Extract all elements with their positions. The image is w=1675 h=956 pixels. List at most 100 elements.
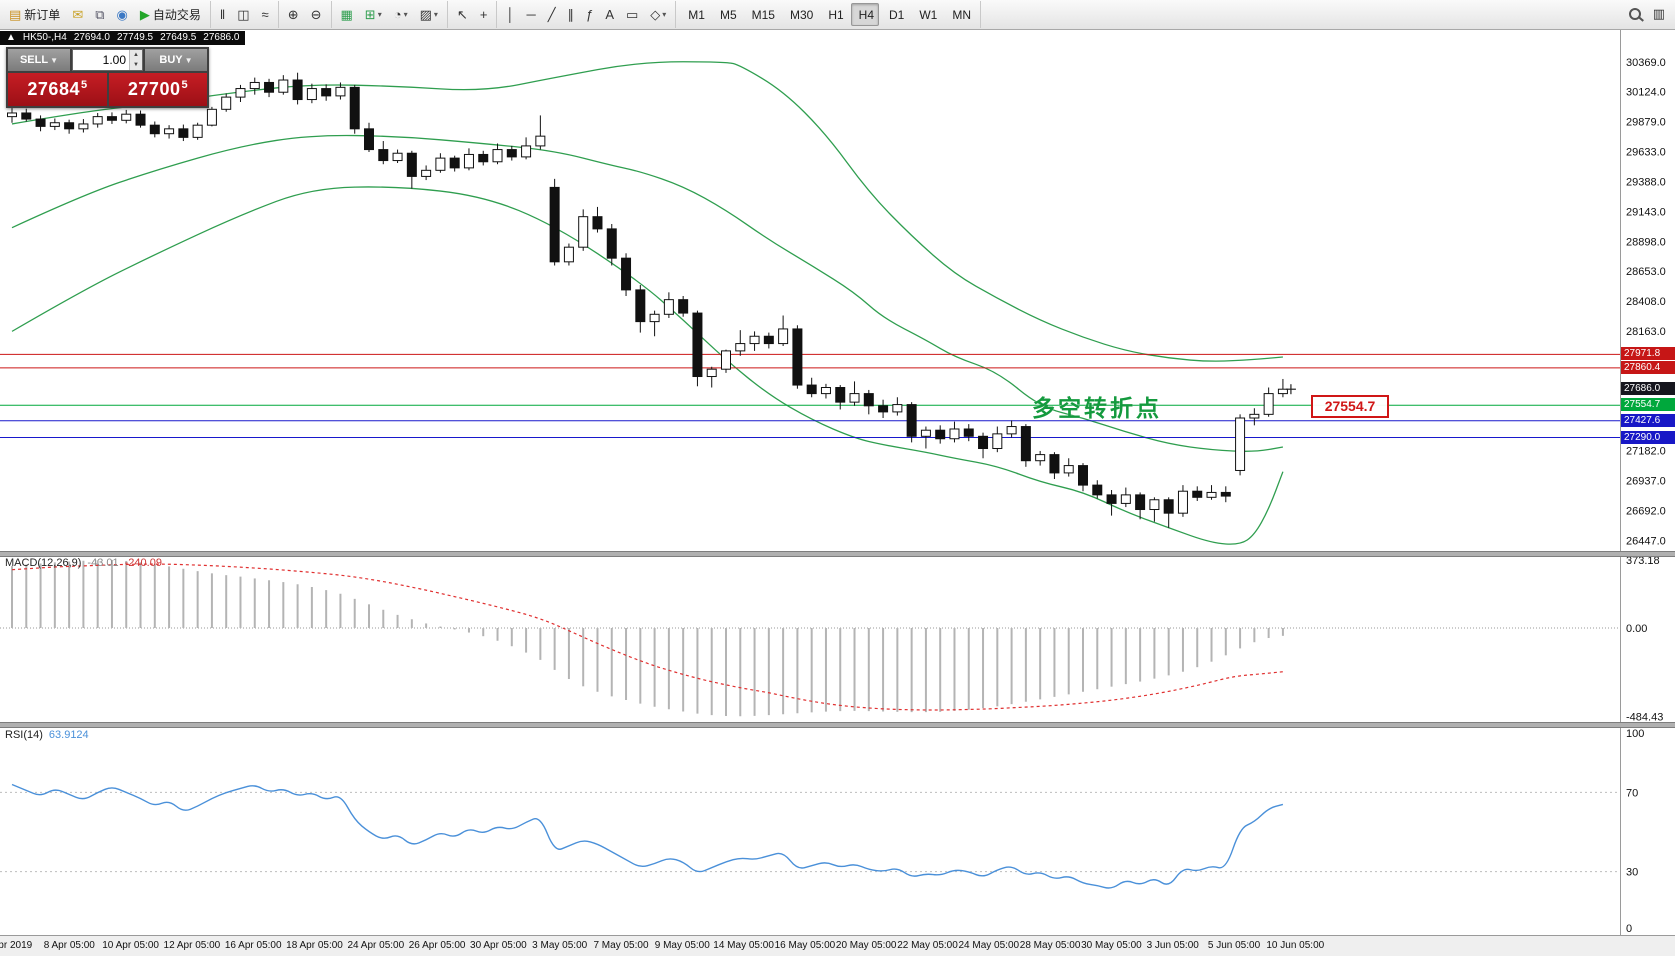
trendline-icon: ╱ — [547, 7, 556, 22]
macd-axis-label: 373.18 — [1626, 555, 1660, 567]
data-window-button[interactable]: ◉ — [112, 3, 133, 26]
price-tag-27427.6: 27427.6 — [1621, 413, 1675, 427]
time-axis-label: 20 May 05:00 — [836, 940, 897, 951]
spinner-down-icon[interactable]: ▼ — [130, 60, 142, 70]
one-click-trading-panel: SELL ▼ 1.00 ▲ ▼ BUY ▼ 27684 5 27700 5 — [6, 47, 209, 108]
tf-m1-button[interactable]: M1 — [680, 3, 710, 26]
sell-button[interactable]: 27684 5 — [8, 73, 107, 106]
zoom-in-button[interactable]: ⊕ — [283, 3, 304, 26]
time-axis-label: 16 May 05:00 — [775, 940, 836, 951]
line-chart-button[interactable]: ≈ — [257, 3, 274, 26]
price-axis-label: 29143.0 — [1626, 206, 1666, 218]
vertical-line-button[interactable]: │ — [501, 3, 519, 26]
cursor-button[interactable]: ↖ — [452, 3, 473, 26]
autotrading-button[interactable]: ▶ 自动交易 — [135, 3, 206, 26]
ohlc-low: 27649.5 — [160, 32, 197, 43]
time-axis-label: 18 Apr 05:00 — [286, 940, 343, 951]
time-axis-label: 24 May 05:00 — [958, 940, 1019, 951]
grid-button[interactable]: ▦ — [336, 3, 358, 26]
volume-input[interactable]: 1.00 ▲ ▼ — [72, 49, 143, 71]
mail-button[interactable]: ✉ — [67, 3, 88, 26]
periods-button[interactable]: ◔ ▾ — [389, 3, 413, 26]
tf-h4-button[interactable]: H4 — [850, 3, 880, 26]
tf-m30-button[interactable]: M30 — [782, 3, 818, 26]
ohlc-open: 27694.0 — [73, 32, 110, 43]
price-axis-label: 28408.0 — [1626, 296, 1666, 308]
price-tag-27554.7: 27554.7 — [1621, 398, 1675, 412]
channel-button[interactable]: ∥ — [563, 3, 580, 26]
symbol-info-bar: ▲ HK50-,H4 27694.0 27749.5 27649.5 27686… — [0, 31, 246, 45]
time-axis-label: 12 Apr 05:00 — [164, 940, 221, 951]
zoom-out-button[interactable]: ⊖ — [306, 3, 327, 26]
time-axis[interactable] — [0, 935, 1675, 956]
trendline-button[interactable]: ╱ — [543, 3, 561, 26]
sell-label: SELL — [19, 54, 49, 66]
tf-h1-button[interactable]: H1 — [820, 3, 848, 26]
time-axis-label: 28 May 05:00 — [1020, 940, 1081, 951]
label-button[interactable]: ▭ — [621, 3, 643, 26]
price-tag-27686.0: 27686.0 — [1621, 382, 1675, 396]
indicators-button[interactable]: ⊞ ▾ — [360, 3, 387, 26]
toolbar-group-zoom: ⊕ ⊖ — [279, 1, 332, 28]
macd-name: MACD(12,26,9) — [5, 557, 82, 569]
shapes-button[interactable]: ◇ ▾ — [645, 3, 671, 26]
price-callout-label: 27554.7 — [1311, 395, 1389, 418]
tf-m15-button[interactable]: M15 — [744, 3, 780, 26]
tf-m5-button[interactable]: M5 — [712, 3, 742, 26]
toolbar-group-chart-tools: ▦ ⊞ ▾ ◔ ▾ ▨ ▾ — [332, 1, 448, 28]
tf-h4-label: H4 — [858, 7, 875, 22]
candles-layer — [7, 72, 1288, 528]
price-tag-27971.8: 27971.8 — [1621, 347, 1675, 361]
time-axis-label: 7 May 05:00 — [593, 940, 648, 951]
time-axis-label: 26 Apr 05:00 — [409, 940, 466, 951]
panel-splitter-macd[interactable] — [0, 551, 1675, 557]
tf-mn-button[interactable]: MN — [944, 3, 976, 26]
horizontal-line-button[interactable]: ─ — [522, 3, 541, 26]
tf-w1-button[interactable]: W1 — [911, 3, 942, 26]
candlestick-chart-button[interactable]: ◫ — [232, 3, 254, 26]
chevron-down-icon: ▼ — [50, 55, 59, 65]
new-order-label: 新订单 — [24, 8, 61, 22]
rsi-indicator-label: RSI(14) 63.9124 — [5, 729, 89, 741]
toolbar-group-timeframes: M1 M5 M15 M30 H1 H4 D1 W1 MN — [676, 1, 982, 28]
print-button[interactable]: ⧉ — [90, 3, 109, 26]
toolbar-group-cursor: ↖ + — [448, 1, 498, 28]
data-window-icon: ◉ — [116, 7, 128, 22]
cursor-icon: ↖ — [456, 7, 468, 22]
tf-d1-button[interactable]: D1 — [881, 3, 909, 26]
sell-dropdown[interactable]: SELL ▼ — [8, 49, 70, 71]
chevron-down-icon: ▾ — [662, 10, 667, 19]
mail-icon: ✉ — [72, 7, 84, 22]
rsi-name: RSI(14) — [5, 729, 43, 741]
volume-spinner[interactable]: ▲ ▼ — [129, 50, 142, 70]
buy-dropdown[interactable]: BUY ▼ — [145, 49, 207, 71]
text-button[interactable]: A — [600, 3, 619, 26]
sell-price: 27684 — [27, 79, 80, 99]
price-axis-border — [1620, 30, 1621, 935]
price-axis-label: 28898.0 — [1626, 236, 1666, 248]
rsi-axis-label: 70 — [1626, 787, 1638, 799]
symbol-arrow-icon: ▲ — [6, 32, 16, 43]
macd-main-value: -43.01 — [87, 557, 119, 569]
search-icon — [1628, 7, 1641, 20]
macd-axis-label: -484.43 — [1626, 711, 1663, 723]
buy-button[interactable]: 27700 5 — [108, 73, 207, 106]
spinner-up-icon[interactable]: ▲ — [130, 50, 142, 60]
fibonacci-button[interactable]: ƒ — [581, 3, 598, 26]
price-axis-label: 28163.0 — [1626, 326, 1666, 338]
bar-chart-button[interactable]: ‖ — [215, 3, 230, 26]
layout-button[interactable]: ▥ — [1648, 2, 1670, 25]
new-order-button[interactable]: ▤ 新订单 — [4, 3, 65, 26]
zoom-out-icon: ⊖ — [310, 7, 322, 22]
time-axis-label: 5 Jun 05:00 — [1208, 940, 1261, 951]
panel-splitter-rsi[interactable] — [0, 722, 1675, 728]
label-icon: ▭ — [625, 7, 639, 22]
toolbar-group-draw: │ ─ ╱ ∥ ƒ A ▭ ◇ ▾ — [497, 1, 677, 28]
crosshair-button[interactable]: + — [475, 3, 493, 26]
tf-m15-label: M15 — [751, 7, 775, 22]
templates-button[interactable]: ▨ ▾ — [415, 3, 443, 26]
last-bar-marker — [1285, 384, 1296, 395]
price-axis-label: 29388.0 — [1626, 177, 1666, 189]
search-button[interactable] — [1624, 2, 1646, 25]
